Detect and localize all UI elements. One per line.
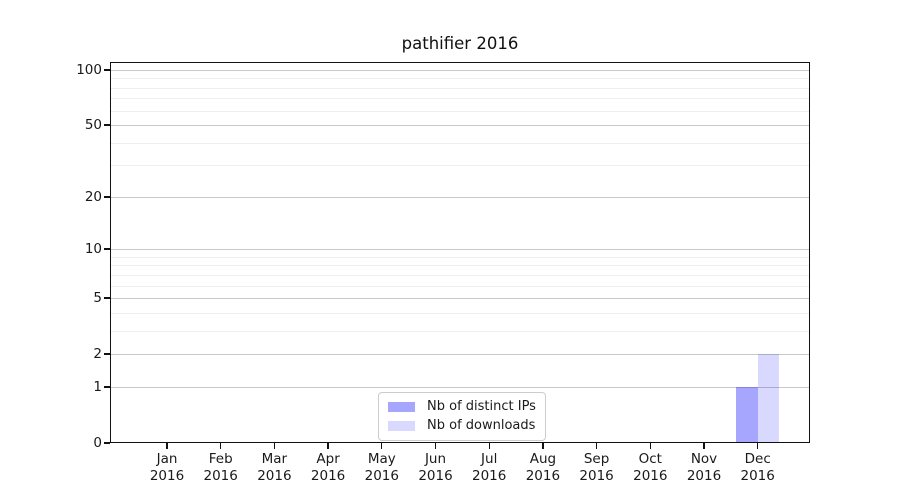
x-tick-label: Apr 2016 [296,451,360,484]
legend-label-distinct-ips: Nb of distinct IPs [427,399,536,414]
x-tick-label: Jun 2016 [404,451,468,484]
x-tick-mark [649,443,651,449]
x-tick-label: Nov 2016 [672,451,736,484]
x-tick-label: May 2016 [350,451,414,484]
legend-swatch-distinct-ips [388,402,415,412]
legend-label-downloads: Nb of downloads [427,418,536,433]
major-gridline [110,386,810,388]
legend-swatch-downloads [388,421,415,431]
year-label: 2016 [203,467,238,484]
year-label: 2016 [149,467,185,484]
year-label: 2016 [364,467,399,484]
minor-gridline [110,312,810,314]
y-tick-mark [104,69,110,71]
month-label: Oct [638,451,662,467]
y-tick-mark [104,124,110,126]
major-gridline [110,196,810,198]
month-label: Jul [481,451,498,467]
y-tick-label: 2 [93,346,102,363]
minor-gridline [110,265,810,267]
x-tick-label: Dec 2016 [726,451,790,484]
month-label: Nov [690,451,718,467]
year-label: 2016 [257,467,292,484]
legend-item-downloads: Nb of downloads [388,418,536,434]
x-tick-mark [166,443,168,449]
y-tick-label: 0 [93,435,102,451]
month-label: Feb [208,451,233,467]
major-gridline [110,354,810,356]
x-tick-label: Jan 2016 [135,451,199,484]
minor-gridline [110,285,810,287]
y-tick-mark [104,196,110,198]
year-label: 2016 [525,467,561,484]
y-tick-mark [104,248,110,250]
major-gridline [110,298,810,300]
chart-title: pathifier 2016 [401,34,519,53]
x-tick-label: Jul 2016 [457,451,521,484]
x-tick-mark [703,443,705,449]
x-tick-mark [595,443,598,449]
major-gridline [110,125,810,127]
month-label: Apr [316,451,340,467]
month-label: Sep [583,451,610,467]
year-label: 2016 [686,467,722,484]
y-tick-label: 20 [84,188,102,205]
major-gridline [110,69,810,71]
y-tick-label: 5 [93,290,102,307]
year-label: 2016 [740,467,775,484]
minor-gridline [110,87,810,89]
year-label: 2016 [633,467,668,484]
y-tick-mark [104,442,110,444]
year-label: 2016 [418,467,453,484]
month-label: May [367,451,396,467]
x-tick-label: Oct 2016 [618,451,682,484]
legend: Nb of distinct IPs Nb of downloads [378,392,546,441]
y-tick-label: 50 [84,117,102,134]
minor-gridline [110,274,810,276]
month-label: Jun [424,451,447,467]
x-tick-mark [757,443,759,449]
minor-gridline [110,256,810,258]
x-tick-mark [381,443,383,449]
major-gridline [110,249,810,251]
plot-area [110,61,810,443]
year-label: 2016 [310,467,346,484]
minor-gridline [110,142,810,144]
month-label: Jan [156,451,178,467]
minor-gridline [110,330,810,332]
minor-gridline [110,110,810,112]
y-tick-mark [104,386,110,388]
y-tick-label: 1 [93,378,102,395]
minor-gridline [110,98,810,100]
legend-item-distinct-ips: Nb of distinct IPs [388,399,536,415]
year-label: 2016 [579,467,614,484]
year-label: 2016 [472,467,507,484]
x-tick-mark [273,443,276,449]
minor-gridline [110,165,810,167]
x-tick-label: Feb 2016 [189,451,253,484]
y-tick-label: 100 [76,61,102,78]
x-tick-mark [434,443,437,449]
x-tick-mark [488,443,490,449]
y-tick-mark [104,297,110,299]
bar-distinct-ips [736,386,758,443]
month-label: Dec [744,451,771,467]
x-tick-mark [220,443,222,449]
minor-gridline [110,78,810,80]
month-label: Mar [261,451,288,467]
x-tick-label: Aug 2016 [511,451,575,484]
x-tick-mark [327,443,329,449]
x-tick-label: Mar 2016 [242,451,306,484]
y-tick-label: 10 [84,241,102,258]
y-tick-mark [104,353,110,355]
bar-downloads [757,354,780,443]
x-tick-label: Sep 2016 [565,451,629,484]
month-label: Aug [529,451,557,467]
x-tick-mark [542,443,544,449]
